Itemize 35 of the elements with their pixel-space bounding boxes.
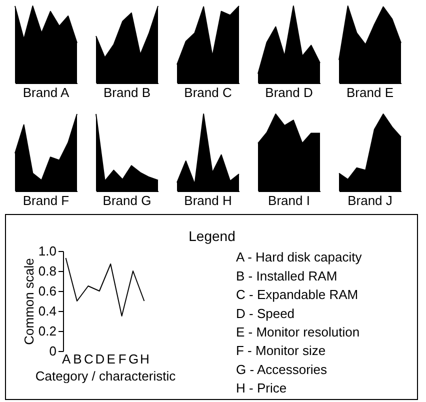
y-tick-label: 0.2 (38, 324, 56, 338)
text: Brand F (22, 193, 70, 208)
y-tick-label: 0.4 (38, 304, 56, 318)
text: H - Price (236, 380, 287, 396)
x-tick-label: D (95, 352, 105, 366)
text: Brand C (184, 85, 232, 100)
y-axis-title: Common scale (21, 258, 36, 345)
text: Brand A (22, 85, 70, 100)
x-tick-label: H (140, 352, 150, 366)
y-tick-label: 1.0 (38, 244, 56, 258)
text: C - Expandable RAM (236, 287, 358, 302)
y-tick-label: 0.6 (38, 284, 56, 298)
text: Legend (188, 228, 236, 244)
text: Brand B (104, 85, 150, 100)
x-tick-label: F (118, 352, 126, 366)
text: Brand G (102, 193, 152, 208)
x-tick-label: G (128, 352, 139, 366)
text: Brand J (348, 193, 392, 208)
text: A - Hard disk capacity (236, 250, 362, 265)
text: Brand I (268, 193, 310, 208)
text: Brand D (265, 85, 313, 100)
text: G - Accessories (236, 362, 328, 377)
text: E - Monitor resolution (236, 324, 360, 340)
text: F - Monitor size (236, 343, 326, 358)
text: Brand E (346, 85, 394, 100)
y-tick-label: 0 (49, 344, 56, 358)
text: D - Speed (236, 306, 295, 321)
y-tick-label: 0.8 (38, 264, 56, 278)
x-tick-label: E (106, 352, 116, 366)
x-tick-label: B (73, 352, 82, 366)
x-tick-label: A (62, 352, 71, 366)
text: B - Installed RAM (236, 268, 338, 284)
x-tick-label: C (84, 352, 94, 366)
x-axis-title: Category / characteristic (35, 368, 176, 384)
text: Brand H (184, 193, 232, 208)
